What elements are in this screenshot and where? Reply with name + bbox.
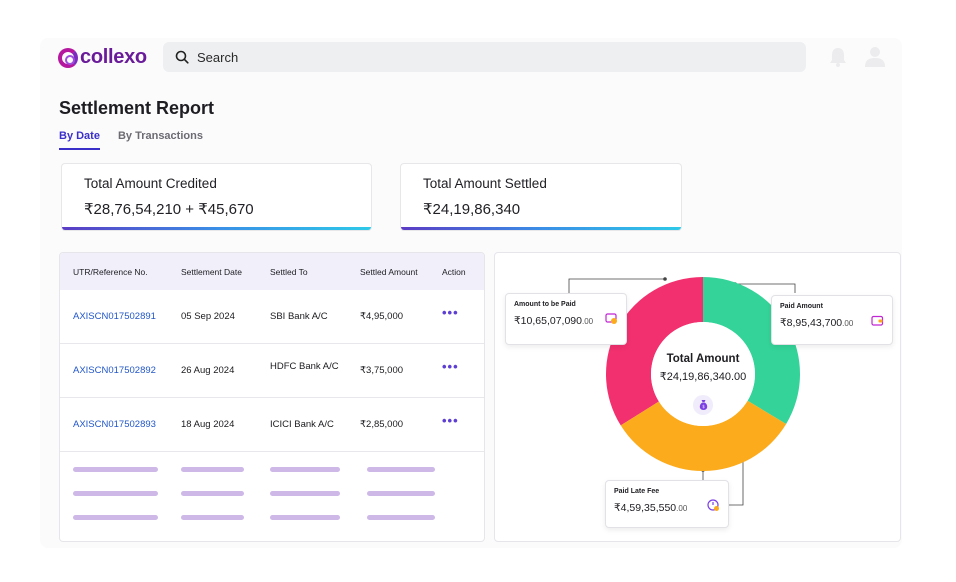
utr-link[interactable]: AXISCN017502891 xyxy=(73,311,156,322)
tab-by-transactions[interactable]: By Transactions xyxy=(117,130,203,142)
utr-link[interactable]: AXISCN017502893 xyxy=(73,419,156,430)
bell-icon[interactable] xyxy=(828,46,848,73)
settled-to: SBI Bank A/C xyxy=(270,311,328,322)
search-icon xyxy=(175,50,189,64)
settled-amount: ₹2,85,000 xyxy=(360,419,404,430)
to-be-paid-label: Amount to be Paid xyxy=(514,301,576,308)
total-credited-value: ₹28,76,54,210 + ₹45,670 xyxy=(84,201,254,218)
pending-payment-icon xyxy=(605,312,618,325)
late-fee-label: Paid Late Fee xyxy=(614,488,660,495)
chart-center-value: ₹24,19,86,340.00 xyxy=(659,371,747,383)
tab-bar: By Date By Transactions xyxy=(59,130,203,150)
settled-amount: ₹3,75,000 xyxy=(360,365,404,376)
wallet-icon xyxy=(871,314,884,327)
svg-text:$: $ xyxy=(702,404,705,409)
connector-line xyxy=(735,283,796,293)
skeleton-bar xyxy=(367,491,435,496)
callout-amount-to-be-paid: Amount to be Paid ₹10,65,07,090.00 xyxy=(505,293,627,345)
skeleton-bar xyxy=(181,467,244,472)
total-settled-value: ₹24,19,86,340 xyxy=(423,201,521,218)
settled-to: ICICI Bank A/C xyxy=(270,419,334,430)
connector-dot xyxy=(663,277,667,281)
search-input[interactable] xyxy=(197,49,757,65)
amount-breakdown-chart: Total Amount ₹24,19,86,340.00 $ Amount t… xyxy=(494,252,901,542)
to-be-paid-value: ₹10,65,07,090.00 xyxy=(514,315,594,327)
skeleton-bar xyxy=(73,515,158,520)
header-settled-to: Settled To xyxy=(270,267,308,277)
table-header: UTR/Reference No. Settlement Date Settle… xyxy=(60,253,484,290)
skeleton-bar xyxy=(270,515,340,520)
header-amount: Settled Amount xyxy=(360,267,418,277)
more-actions-icon[interactable]: ••• xyxy=(442,359,459,374)
paid-amount-value: ₹8,95,43,700.00 xyxy=(780,317,854,329)
skeleton-bar xyxy=(73,491,158,496)
skeleton-bar xyxy=(270,491,340,496)
donut-svg xyxy=(568,277,800,506)
header-utr: UTR/Reference No. xyxy=(73,267,148,277)
table-row[interactable]: AXISCN017502891 05 Sep 2024 SBI Bank A/C… xyxy=(60,290,484,344)
paid-amount-label: Paid Amount xyxy=(780,303,823,310)
table-row[interactable]: AXISCN017502893 18 Aug 2024 ICICI Bank A… xyxy=(60,398,484,452)
settlement-date: 26 Aug 2024 xyxy=(181,365,235,376)
app-logo[interactable]: collexo xyxy=(58,46,147,69)
callout-paid-late-fee: Paid Late Fee ₹4,59,35,550.00 xyxy=(605,480,729,528)
utr-link[interactable]: AXISCN017502892 xyxy=(73,365,156,376)
chart-center-title: Total Amount xyxy=(666,353,740,365)
skeleton-bar xyxy=(367,467,435,472)
header-action: Action xyxy=(442,267,466,277)
header-date: Settlement Date xyxy=(181,267,242,277)
search-bar[interactable] xyxy=(163,42,806,72)
skeleton-bar xyxy=(367,515,435,520)
donut-hole xyxy=(651,322,755,426)
connector-line xyxy=(729,458,744,506)
clock-coin-icon xyxy=(707,499,720,512)
total-credited-label: Total Amount Credited xyxy=(84,176,217,191)
page-title: Settlement Report xyxy=(59,98,215,118)
tab-by-date[interactable]: By Date xyxy=(59,130,100,150)
more-actions-icon[interactable]: ••• xyxy=(442,305,459,320)
settlement-date: 05 Sep 2024 xyxy=(181,311,235,322)
skeleton-bar xyxy=(73,467,158,472)
total-settled-label: Total Amount Settled xyxy=(423,176,547,191)
money-bag-icon: $ xyxy=(693,395,713,415)
skeleton-bar xyxy=(181,491,244,496)
settled-to: HDFC Bank A/C xyxy=(270,361,339,372)
settlement-date: 18 Aug 2024 xyxy=(181,419,235,430)
skeleton-bar xyxy=(270,467,340,472)
logo-icon xyxy=(58,47,78,68)
connector-line xyxy=(568,278,665,293)
late-fee-value: ₹4,59,35,550.00 xyxy=(614,502,688,514)
more-actions-icon[interactable]: ••• xyxy=(442,413,459,428)
user-icon[interactable] xyxy=(864,45,886,72)
settlement-table: UTR/Reference No. Settlement Date Settle… xyxy=(59,252,485,542)
table-row[interactable]: AXISCN017502892 26 Aug 2024 HDFC Bank A/… xyxy=(60,344,484,398)
skeleton-bar xyxy=(181,515,244,520)
logo-text: collexo xyxy=(80,46,147,68)
segment-amount-to-be-paid[interactable] xyxy=(606,277,703,426)
total-credited-card: Total Amount Credited ₹28,76,54,210 + ₹4… xyxy=(61,163,372,231)
settled-amount: ₹4,95,000 xyxy=(360,311,404,322)
segment-paid-late-fee[interactable] xyxy=(620,400,787,471)
callout-paid-amount: Paid Amount ₹8,95,43,700.00 xyxy=(771,295,893,345)
total-settled-card: Total Amount Settled ₹24,19,86,340 xyxy=(400,163,682,231)
